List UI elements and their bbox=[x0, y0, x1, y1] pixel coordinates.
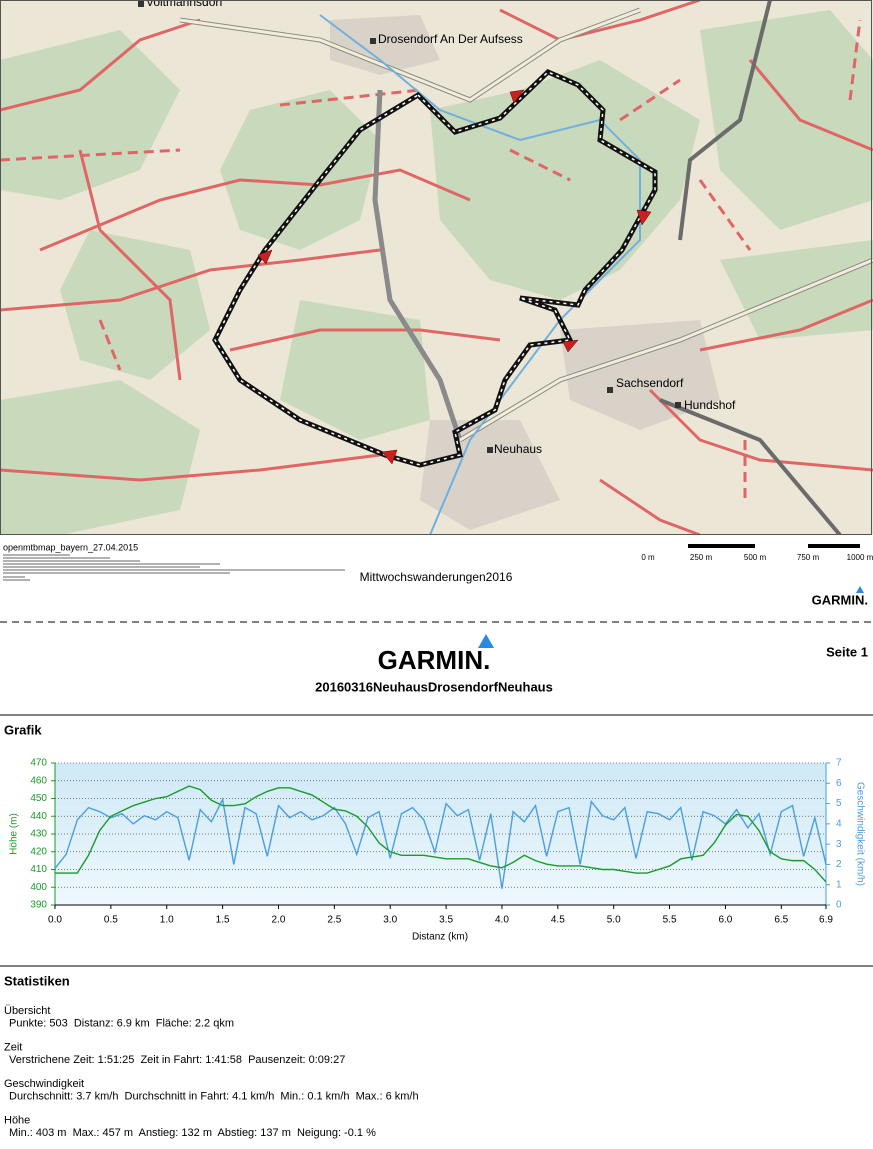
small-logo: GARMIN. bbox=[812, 592, 868, 607]
y-tick-label: 450 bbox=[30, 793, 47, 804]
map-source: openmtbmap_bayern_27.04.2015 bbox=[3, 542, 138, 552]
stat-heading: Übersicht bbox=[4, 1005, 50, 1017]
place-label: Voltmannsdorf bbox=[146, 0, 223, 9]
logo-triangle bbox=[856, 586, 864, 593]
y-tick-label: 390 bbox=[30, 900, 47, 911]
chart: 390 400 410 420 430 440 450 460 470 0 1 2 3 4 5 6 7 0.0 0.… bbox=[30, 758, 842, 926]
y-tick-label: 470 bbox=[30, 758, 47, 769]
map-frame bbox=[0, 0, 872, 535]
x-tick-label: 4.5 bbox=[551, 915, 565, 926]
y2-tick-label: 0 bbox=[836, 900, 842, 911]
series-line bbox=[55, 785, 827, 883]
x-tick-label: 0.0 bbox=[48, 915, 62, 926]
plot-area bbox=[55, 763, 826, 905]
section-heading: Statistiken bbox=[4, 973, 70, 988]
y2-tick-label: 5 bbox=[836, 798, 842, 809]
logo-triangle bbox=[478, 634, 494, 648]
y2-axis-label: Geschwindigkeit (km/h) bbox=[854, 782, 865, 886]
scale-label: 1000 m bbox=[847, 553, 873, 562]
x-tick-label: 6.9 bbox=[819, 915, 833, 926]
stat-heading: Geschwindigkeit bbox=[4, 1078, 84, 1090]
report-title: 20160316NeuhausDrosendorfNeuhaus bbox=[315, 679, 553, 694]
y-tick-label: 420 bbox=[30, 846, 47, 857]
tracks bbox=[0, 19, 862, 500]
place-markers bbox=[138, 1, 681, 453]
stat-line: Verstrichene Zeit: 1:51:25 Zeit in Fahrt… bbox=[9, 1054, 345, 1066]
scale-label: 500 m bbox=[744, 553, 767, 562]
y-tick-label: 460 bbox=[30, 775, 47, 786]
y-tick-label: 410 bbox=[30, 864, 47, 875]
place-label: Drosendorf An Der Aufsess bbox=[378, 32, 523, 46]
x-tick-label: 3.0 bbox=[383, 915, 397, 926]
y2-tick-label: 1 bbox=[836, 879, 842, 890]
x-tick-label: 0.5 bbox=[104, 915, 118, 926]
place-label: Sachsendorf bbox=[616, 376, 684, 390]
x-tick-label: 5.5 bbox=[663, 915, 677, 926]
y2-tick-label: 6 bbox=[836, 778, 842, 789]
route bbox=[212, 69, 658, 468]
stat-heading: Zeit bbox=[4, 1041, 22, 1053]
y2-tick-label: 7 bbox=[836, 758, 842, 769]
x-tick-label: 2.0 bbox=[272, 915, 286, 926]
scale-label: 250 m bbox=[690, 553, 713, 562]
y2-tick-label: 2 bbox=[836, 859, 842, 870]
place-label: Hundshof bbox=[684, 398, 736, 412]
y2-tick-label: 4 bbox=[836, 818, 842, 829]
scale-label: 750 m bbox=[797, 553, 820, 562]
y-tick-label: 430 bbox=[30, 829, 47, 840]
section-heading: Grafik bbox=[4, 722, 42, 737]
y-axis-label: Höhe (m) bbox=[9, 813, 20, 855]
x-tick-label: 6.0 bbox=[718, 915, 732, 926]
garmin-logo: GARMIN. bbox=[378, 645, 491, 675]
map-title: Mittwochswanderungen2016 bbox=[360, 570, 513, 584]
stat-line: Durchschnitt: 3.7 km/h Durchschnitt in F… bbox=[9, 1090, 419, 1102]
x-tick-label: 4.0 bbox=[495, 915, 509, 926]
x-axis-label: Distanz (km) bbox=[412, 932, 468, 943]
stat-heading: Höhe bbox=[4, 1114, 30, 1126]
scale-label: 0 m bbox=[641, 553, 655, 562]
stat-line: Min.: 403 m Max.: 457 m Anstieg: 132 m A… bbox=[9, 1127, 376, 1139]
stat-line: Punkte: 503 Distanz: 6.9 km Fläche: 2.2 … bbox=[9, 1017, 234, 1029]
x-tick-label: 2.5 bbox=[327, 915, 341, 926]
x-tick-label: 1.0 bbox=[160, 915, 174, 926]
place-label: Neuhaus bbox=[494, 442, 542, 456]
x-tick-label: 1.5 bbox=[216, 915, 230, 926]
roads bbox=[0, 0, 873, 535]
x-tick-label: 6.5 bbox=[774, 915, 788, 926]
series-line bbox=[54, 797, 827, 889]
map: Voltmannsdorf Drosendorf An Der Aufsess … bbox=[0, 0, 873, 535]
y2-tick-label: 3 bbox=[836, 839, 842, 850]
scale-bar bbox=[688, 544, 860, 548]
y-tick-label: 400 bbox=[30, 882, 47, 893]
x-tick-label: 5.0 bbox=[607, 915, 621, 926]
page-number: Seite 1 bbox=[826, 644, 868, 659]
x-tick-label: 3.5 bbox=[439, 915, 453, 926]
main-roads bbox=[179, 0, 873, 535]
y-tick-label: 440 bbox=[30, 811, 47, 822]
fine-print bbox=[3, 554, 345, 581]
